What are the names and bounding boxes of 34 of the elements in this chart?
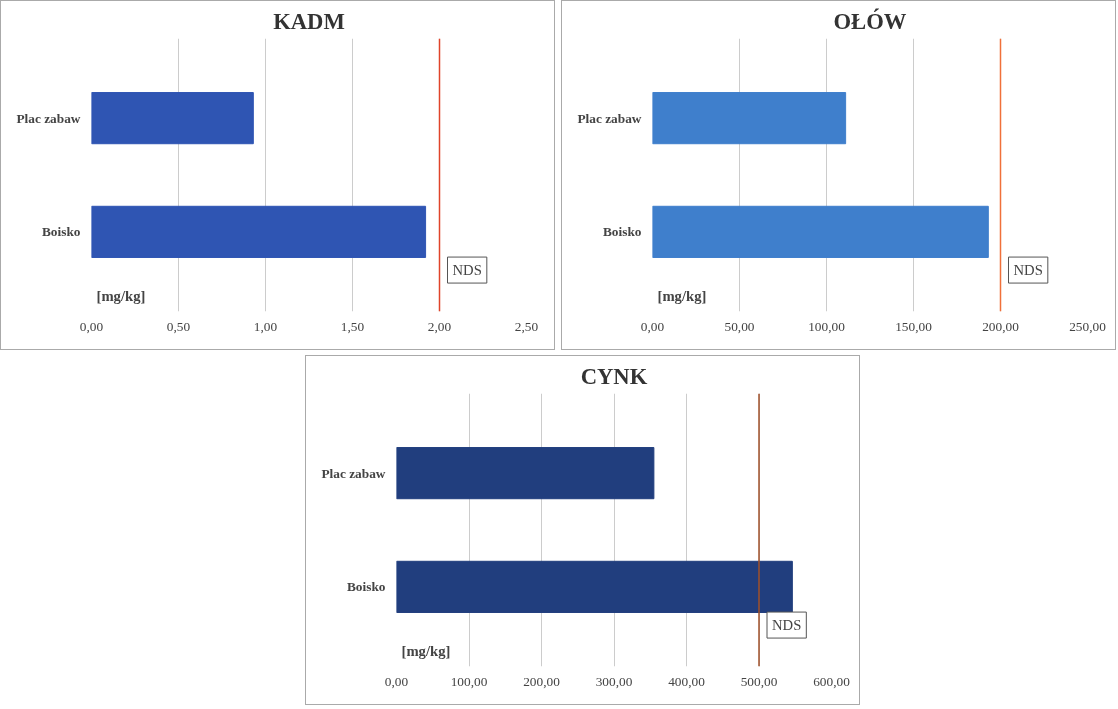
x-tick-label: 150,00 — [895, 318, 933, 334]
y-tick-label: Boisko — [346, 579, 386, 595]
annotation: [mg/kg] — [96, 287, 146, 304]
x-tick-label: 1,00 — [253, 318, 278, 334]
x-tick-label: 0,50 — [166, 318, 191, 334]
x-tick-label: 600,00 — [813, 673, 851, 689]
annotation: [mg/kg] — [657, 287, 707, 304]
annotation: [mg/kg] — [401, 642, 451, 659]
x-tick-label: 100,00 — [808, 318, 846, 334]
ref-line-label: NDS — [1013, 262, 1043, 279]
x-tick-label: 200,00 — [982, 318, 1020, 334]
x-tick-label: 300,00 — [595, 673, 633, 689]
chart-title: CYNK — [580, 363, 648, 389]
x-tick-label: 0,00 — [640, 318, 665, 334]
x-tick-label: 0,00 — [384, 673, 409, 689]
ref-line-label: NDS — [452, 262, 482, 279]
chart-title: KADM — [273, 8, 345, 34]
x-tick-label: 100,00 — [450, 673, 488, 689]
y-tick-label: Plac zabaw — [577, 110, 642, 126]
y-tick-label: Plac zabaw — [16, 110, 81, 126]
y-tick-label: Plac zabaw — [321, 465, 386, 481]
x-tick-label: 50,00 — [724, 318, 755, 334]
y-tick-label: Boisko — [41, 224, 81, 240]
x-tick-label: 1,50 — [340, 318, 365, 334]
x-tick-label: 250,00 — [1069, 318, 1107, 334]
x-tick-label: 2,50 — [514, 318, 539, 334]
ref-line-label: NDS — [772, 617, 802, 634]
x-tick-label: 2,00 — [427, 318, 452, 334]
x-tick-label: 200,00 — [523, 673, 561, 689]
x-tick-label: 0,00 — [79, 318, 104, 334]
y-tick-label: Boisko — [602, 224, 642, 240]
x-tick-label: 400,00 — [668, 673, 706, 689]
x-tick-label: 500,00 — [740, 673, 778, 689]
chart-title: OŁÓW — [833, 7, 907, 34]
